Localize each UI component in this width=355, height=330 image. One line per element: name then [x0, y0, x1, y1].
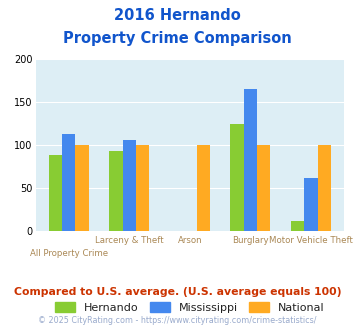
Bar — [304, 178, 318, 231]
Bar — [197, 145, 210, 231]
Text: Property Crime Comparison: Property Crime Comparison — [63, 31, 292, 46]
Text: 2016 Hernando: 2016 Hernando — [114, 8, 241, 23]
Bar — [257, 145, 271, 231]
Text: Larceny & Theft: Larceny & Theft — [95, 236, 164, 245]
Text: Burglary: Burglary — [232, 236, 269, 245]
Text: Arson: Arson — [178, 236, 202, 245]
Bar — [244, 88, 257, 231]
Bar — [291, 221, 304, 231]
Bar — [109, 151, 123, 231]
Bar — [62, 134, 76, 231]
Bar — [318, 145, 331, 231]
Bar — [49, 155, 62, 231]
Legend: Hernando, Mississippi, National: Hernando, Mississippi, National — [55, 302, 324, 313]
Bar — [76, 145, 89, 231]
Text: All Property Crime: All Property Crime — [30, 249, 108, 258]
Text: Motor Vehicle Theft: Motor Vehicle Theft — [269, 236, 353, 245]
Text: Compared to U.S. average. (U.S. average equals 100): Compared to U.S. average. (U.S. average … — [14, 287, 341, 297]
Bar — [230, 124, 244, 231]
Bar — [123, 140, 136, 231]
Bar — [136, 145, 149, 231]
Text: © 2025 CityRating.com - https://www.cityrating.com/crime-statistics/: © 2025 CityRating.com - https://www.city… — [38, 316, 317, 325]
